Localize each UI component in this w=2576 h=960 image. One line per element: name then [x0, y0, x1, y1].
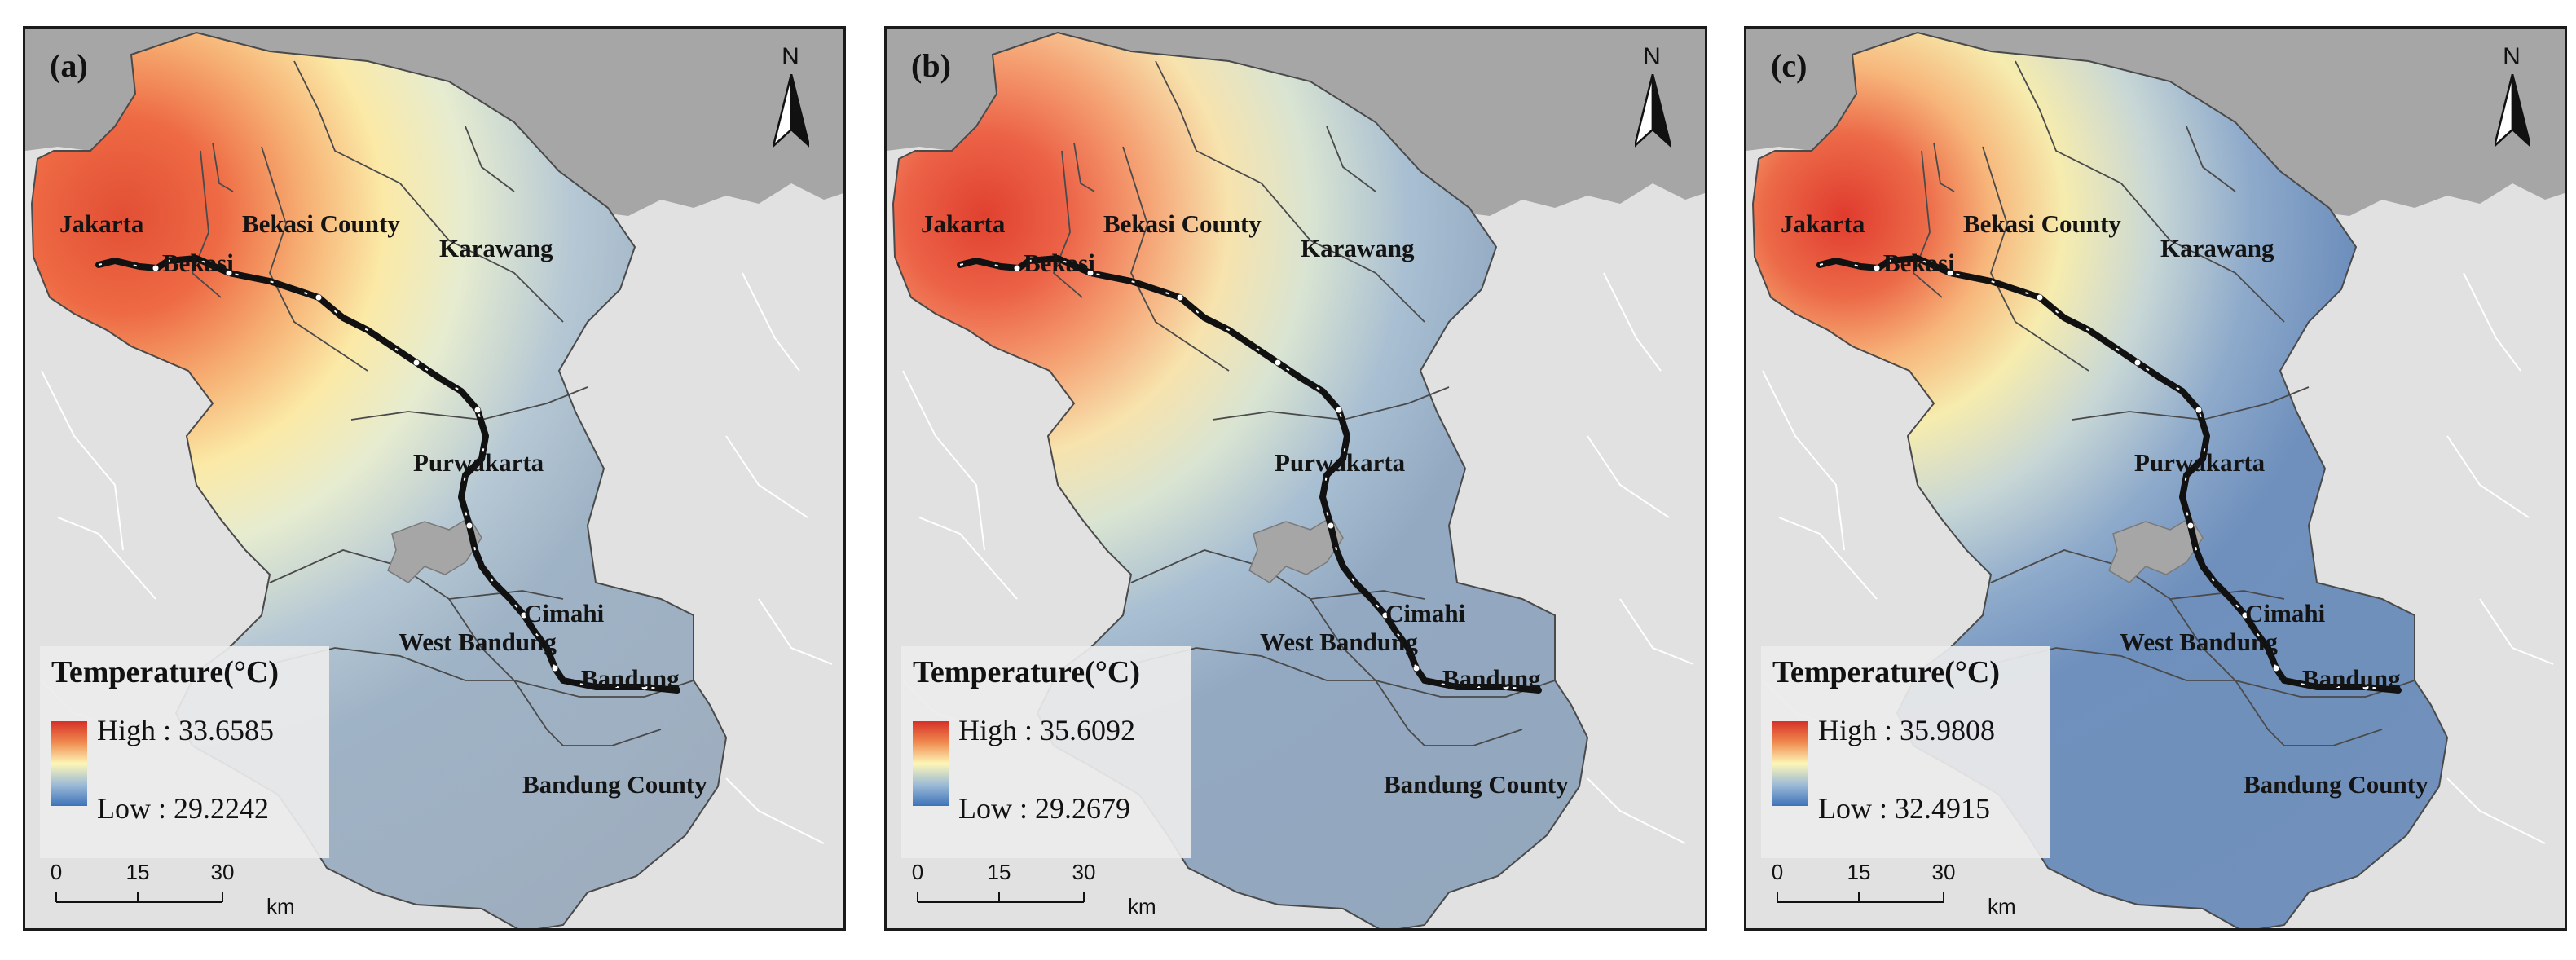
city-label: Bandung County — [2244, 770, 2428, 799]
city-label: Bandung — [581, 664, 680, 693]
north-arrow-shape — [2495, 74, 2530, 148]
city-label: Karawang — [2160, 234, 2274, 262]
city-label: Bekasi — [1883, 249, 1955, 277]
north-label: N — [1643, 43, 1661, 70]
legend-title: Temperature(°C) — [51, 655, 280, 689]
legend-color-ramp — [51, 721, 87, 806]
north-arrow-shape — [1635, 74, 1671, 148]
legend-color-ramp — [913, 721, 949, 806]
panel-label: (c) — [1771, 47, 1808, 84]
panel-label: (a) — [50, 47, 88, 84]
scale-tick-label: 0 — [50, 860, 63, 884]
city-label: Bekasi County — [1963, 209, 2121, 238]
north-arrow-shape — [773, 74, 809, 148]
city-label: Cimahi — [524, 599, 605, 628]
legend-low-value: Low : 29.2242 — [97, 792, 269, 825]
city-label: Cimahi — [2245, 599, 2326, 628]
legend-high-value: High : 33.6585 — [97, 714, 275, 746]
north-arrow-icon: N — [762, 43, 819, 149]
legend-low-value: Low : 32.4915 — [1818, 792, 1990, 825]
scale-unit: km — [1128, 894, 1156, 918]
railway-stations — [152, 265, 648, 690]
scale-tick-label: 30 — [210, 860, 235, 884]
legend: Temperature(°C) High : 33.6585 Low : 29.22… — [40, 646, 329, 858]
panel-label: (b) — [911, 47, 951, 84]
legend-color-ramp — [1772, 721, 1808, 806]
city-label: Bekasi — [1024, 249, 1095, 277]
railway-line — [1816, 255, 2402, 694]
legend: Temperature(°C) High : 35.9808 Low : 32.49… — [1761, 646, 2050, 858]
scale-bar: 0 15 30 km — [911, 860, 1167, 918]
north-label: N — [782, 43, 799, 70]
north-arrow-icon: N — [1623, 43, 1680, 149]
legend-high-value: High : 35.9808 — [1818, 714, 1996, 746]
railway-stations — [1014, 265, 1509, 690]
city-label: Karawang — [439, 234, 553, 262]
city-label: Purwakarta — [2134, 448, 2266, 477]
scale-tick-label: 15 — [987, 860, 1011, 884]
scale-bar: 0 15 30 km — [50, 860, 306, 918]
city-label: Bekasi County — [1103, 209, 1262, 238]
scale-bar: 0 15 30 km — [1771, 860, 2027, 918]
scale-tick-label: 0 — [911, 860, 924, 884]
legend-low-value: Low : 29.2679 — [958, 792, 1130, 825]
railway-line — [95, 255, 680, 694]
scale-unit: km — [266, 894, 295, 918]
legend-title: Temperature(°C) — [913, 655, 1141, 689]
city-label: Cimahi — [1385, 599, 1466, 628]
city-label: Bekasi — [162, 249, 234, 277]
railway-line — [957, 255, 1542, 694]
scale-tick-label: 15 — [1847, 860, 1871, 884]
scale-tick-label: 0 — [1771, 860, 1784, 884]
city-label: West Bandung — [399, 628, 557, 656]
north-arrow-icon: N — [2483, 43, 2540, 149]
city-label: Bandung County — [1384, 770, 1569, 799]
city-label: Bandung — [2302, 664, 2401, 693]
map-panel: (a) N Jakarta Bekasi Bekasi County Karawang Pu… — [23, 26, 846, 931]
legend-high-value: High : 35.6092 — [958, 714, 1136, 746]
reservoir-lake — [2108, 516, 2204, 583]
scale-unit: km — [1988, 894, 2016, 918]
legend: Temperature(°C) High : 35.6092 Low : 29.26… — [901, 646, 1191, 858]
north-label: N — [2503, 43, 2521, 70]
city-label: Bandung — [1442, 664, 1541, 693]
city-label: Jakarta — [1781, 209, 1865, 238]
reservoir-lake — [1248, 516, 1344, 583]
scale-tick-label: 15 — [125, 860, 150, 884]
city-label: Karawang — [1301, 234, 1415, 262]
legend-title: Temperature(°C) — [1772, 655, 2001, 689]
scale-tick-label: 30 — [1072, 860, 1096, 884]
map-panel: (c) N Jakarta Bekasi Bekasi County Karawang Pu… — [1744, 26, 2567, 931]
railway-stations — [1874, 265, 2369, 690]
city-label: Purwakarta — [1275, 448, 1406, 477]
city-label: Purwakarta — [413, 448, 544, 477]
map-panel: (b) N Jakarta Bekasi Bekasi County Karawang Pu… — [884, 26, 1707, 931]
city-label: Bandung County — [522, 770, 707, 799]
scale-tick-label: 30 — [1931, 860, 1956, 884]
reservoir-lake — [387, 516, 482, 583]
city-label: Jakarta — [59, 209, 144, 238]
city-label: West Bandung — [2120, 628, 2278, 656]
city-label: Bekasi County — [242, 209, 400, 238]
city-label: West Bandung — [1260, 628, 1418, 656]
city-label: Jakarta — [921, 209, 1006, 238]
